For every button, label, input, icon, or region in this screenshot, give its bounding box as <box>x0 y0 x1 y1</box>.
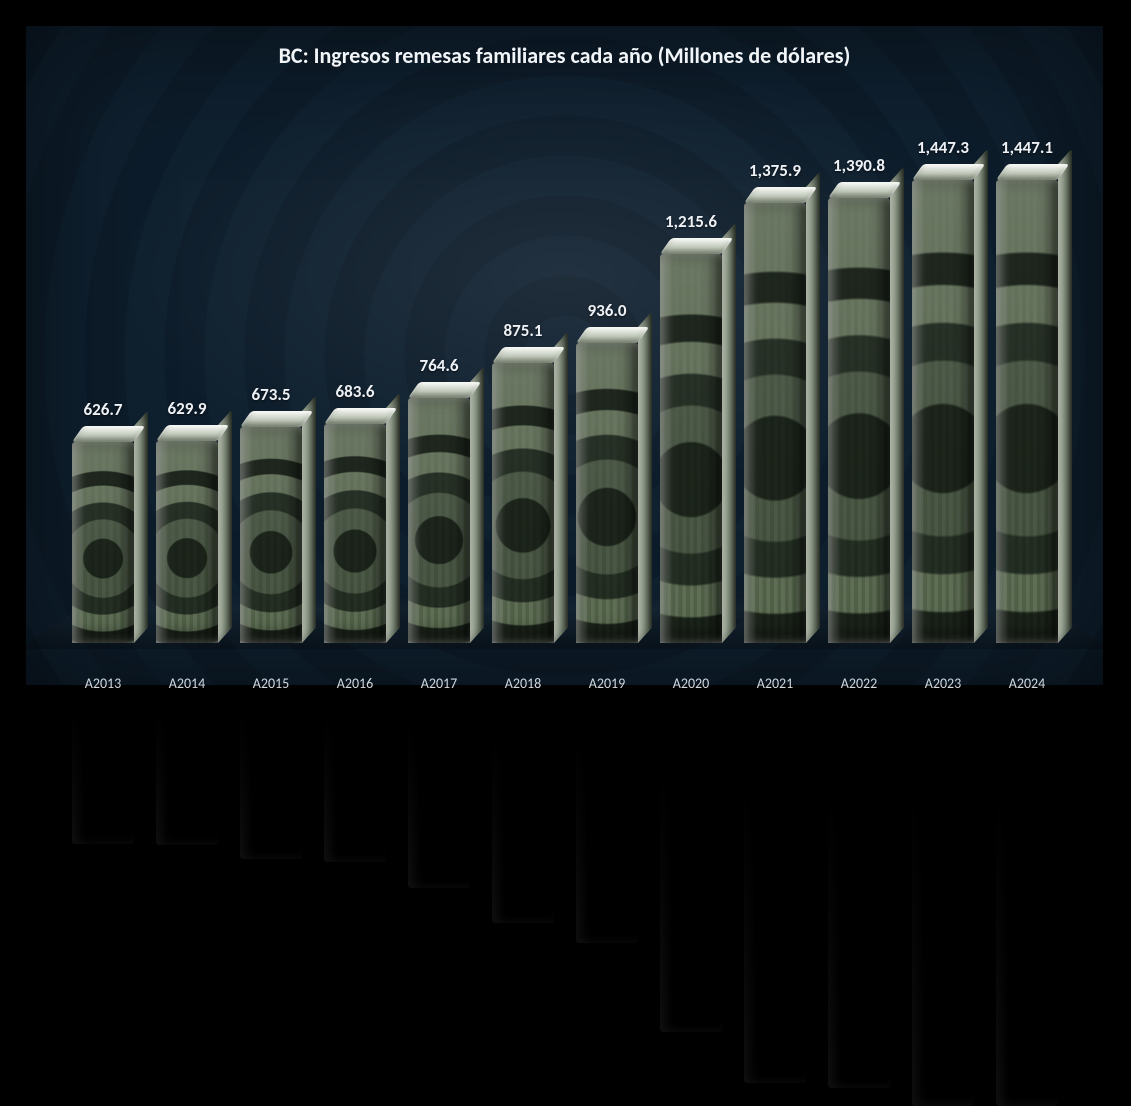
bar-A2024: 1,447.1 <box>996 180 1058 643</box>
value-label: 683.6 <box>335 381 374 402</box>
x-label: A2019 <box>589 675 625 692</box>
bar-A2017: 764.6 <box>408 398 470 643</box>
bar-A2013: 626.7 <box>72 442 134 643</box>
value-label: 629.9 <box>167 398 206 419</box>
bar-A2018: 875.1 <box>492 363 554 643</box>
value-label: 1,375.9 <box>749 160 801 181</box>
x-label: A2015 <box>253 675 289 692</box>
bar-A2016: 683.6 <box>324 424 386 643</box>
value-label: 673.5 <box>251 384 290 405</box>
value-label: 1,215.6 <box>665 211 717 232</box>
x-label: A2017 <box>421 675 457 692</box>
value-label: 936.0 <box>587 300 626 321</box>
x-label: A2023 <box>925 675 961 692</box>
chart-stage: BC: Ingresos remesas familiares cada año… <box>26 26 1103 685</box>
x-axis-labels: A2013A2014A2015A2016A2017A2018A2019A2020… <box>60 653 1069 675</box>
x-label: A2024 <box>1009 675 1045 692</box>
bar-A2020: 1,215.6 <box>660 254 722 643</box>
bar-A2019: 936.0 <box>576 343 638 643</box>
value-label: 764.6 <box>419 355 458 376</box>
value-label: 1,447.3 <box>917 137 969 158</box>
value-label: 875.1 <box>503 320 542 341</box>
bars-container: 626.7 629.9 673.5 683.6 764.6 875.1 936.0 1,215… <box>60 98 1069 643</box>
x-label: A2022 <box>841 675 877 692</box>
value-label: 1,447.1 <box>1001 137 1053 158</box>
bar-A2015: 673.5 <box>240 427 302 643</box>
x-label: A2021 <box>757 675 793 692</box>
plot-area: 626.7 629.9 673.5 683.6 764.6 875.1 936.0 1,215… <box>60 98 1069 643</box>
x-label: A2018 <box>505 675 541 692</box>
x-label: A2014 <box>169 675 205 692</box>
x-label: A2013 <box>85 675 121 692</box>
chart-title: BC: Ingresos remesas familiares cada año… <box>26 42 1103 69</box>
value-label: 626.7 <box>83 399 122 420</box>
bar-A2021: 1,375.9 <box>744 203 806 643</box>
x-label: A2016 <box>337 675 373 692</box>
bar-A2023: 1,447.3 <box>912 180 974 643</box>
bar-A2022: 1,390.8 <box>828 198 890 643</box>
bar-A2014: 629.9 <box>156 441 218 643</box>
x-label: A2020 <box>673 675 709 692</box>
value-label: 1,390.8 <box>833 155 885 176</box>
